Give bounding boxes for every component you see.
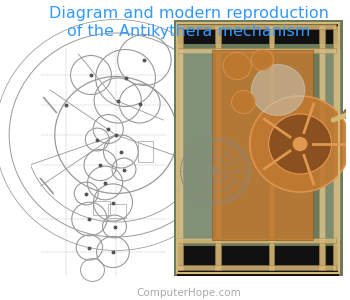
Circle shape — [251, 64, 305, 116]
Text: ComputerHope.com: ComputerHope.com — [136, 287, 241, 298]
Bar — [138, 141, 153, 162]
Circle shape — [250, 96, 350, 192]
Bar — [179, 50, 214, 240]
Bar — [177, 24, 336, 28]
Bar — [212, 50, 313, 240]
Bar — [177, 265, 336, 270]
Bar — [177, 22, 340, 44]
Text: Diagram and modern reproduction: Diagram and modern reproduction — [49, 6, 328, 21]
Bar — [92, 201, 110, 214]
Bar — [319, 50, 341, 240]
Bar — [108, 204, 126, 218]
Circle shape — [269, 114, 331, 174]
Circle shape — [292, 136, 308, 152]
Bar — [215, 26, 221, 270]
Bar — [177, 246, 340, 276]
Text: of the Antikythera mechanism: of the Antikythera mechanism — [67, 24, 310, 39]
Circle shape — [251, 50, 273, 70]
Bar — [333, 26, 339, 270]
Bar — [177, 238, 336, 243]
Circle shape — [343, 109, 350, 119]
Bar — [269, 26, 274, 270]
Bar — [177, 26, 183, 270]
Circle shape — [223, 52, 251, 80]
Circle shape — [232, 91, 256, 113]
Bar — [177, 48, 336, 52]
Bar — [319, 26, 324, 270]
Bar — [174, 20, 343, 276]
Bar — [177, 22, 340, 273]
